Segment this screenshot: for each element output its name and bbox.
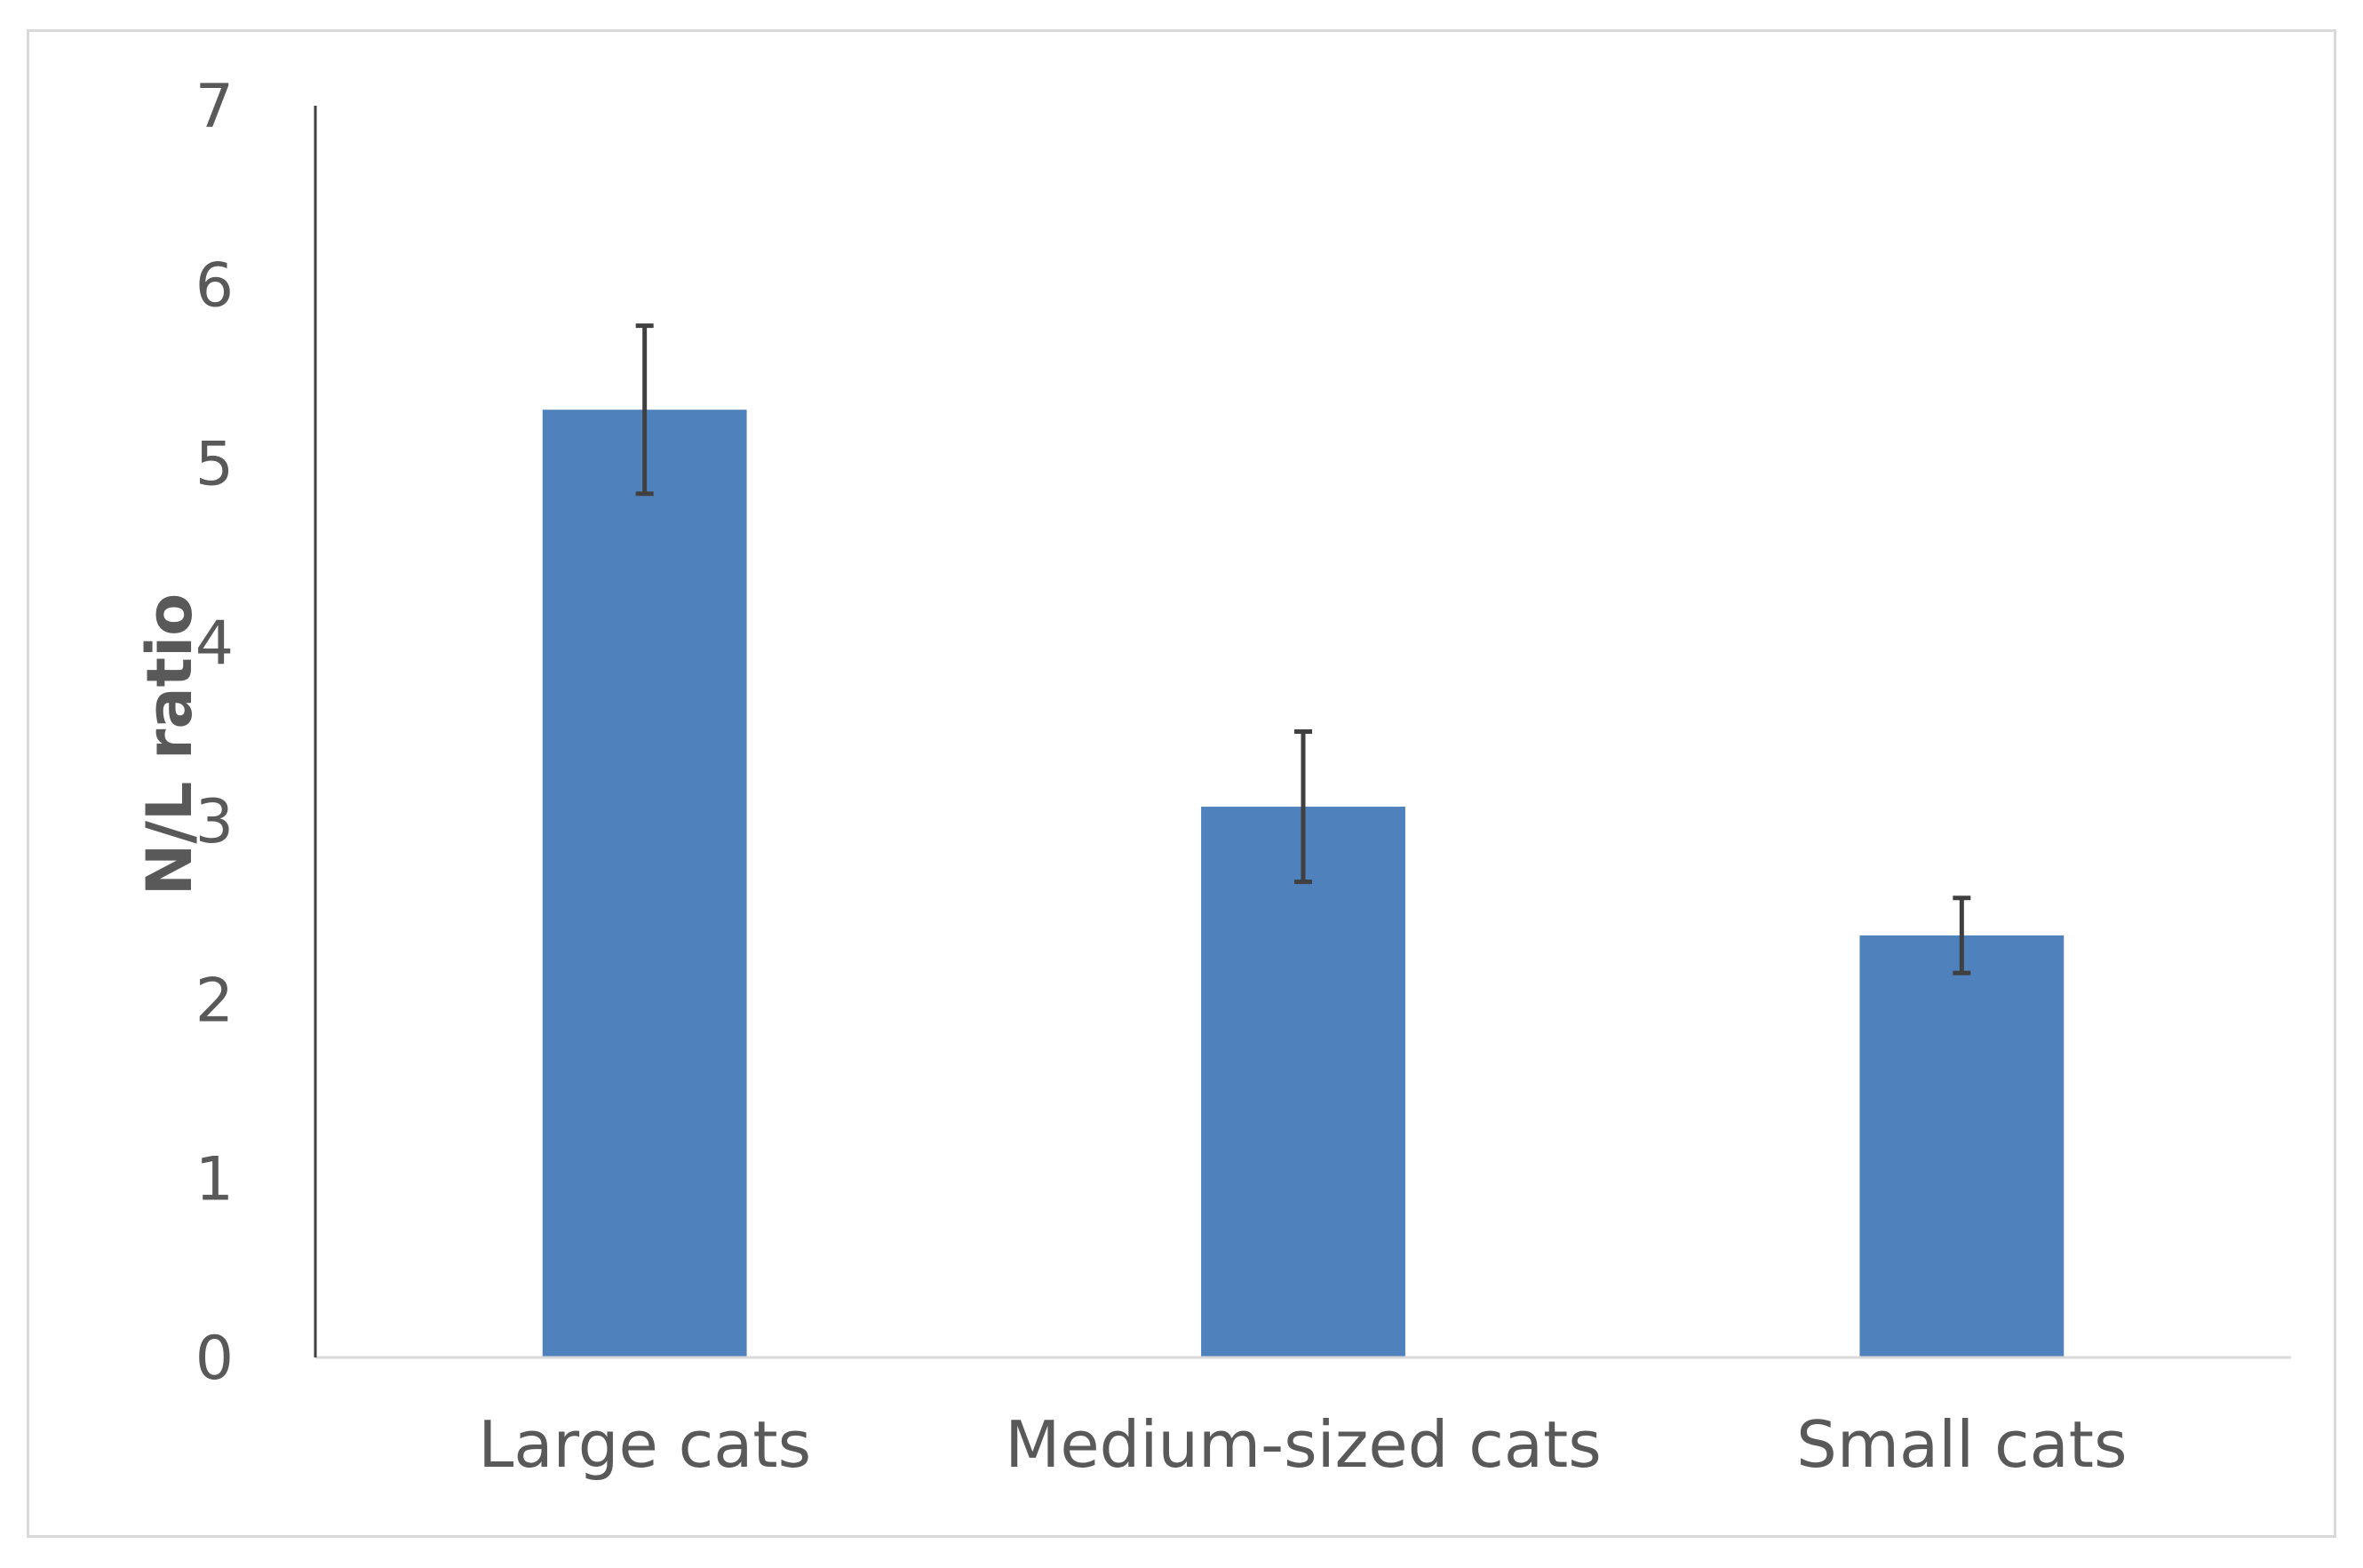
y-tick-label: 0 bbox=[195, 1324, 234, 1394]
bar bbox=[1859, 935, 2065, 1357]
bar bbox=[1201, 807, 1405, 1357]
error-bars bbox=[635, 323, 1971, 975]
y-axis-ticks: 0 1 2 3 4 5 6 7 bbox=[195, 72, 234, 1394]
chart-frame: 0 1 2 3 4 5 6 7 Large cats Medium-sized cats Smal… bbox=[27, 29, 2336, 1538]
y-tick-label: 7 bbox=[195, 72, 234, 142]
x-tick-label: Small cats bbox=[1796, 1407, 2127, 1482]
x-axis-categories: Large cats Medium-sized cats Small cats bbox=[478, 1407, 2127, 1482]
bar bbox=[542, 410, 747, 1358]
bar-chart: 0 1 2 3 4 5 6 7 Large cats Medium-sized cats Smal… bbox=[133, 72, 2291, 1482]
x-tick-label: Large cats bbox=[478, 1407, 811, 1482]
y-tick-label: 2 bbox=[195, 966, 234, 1036]
y-axis-title: N/L ratio bbox=[133, 593, 206, 895]
y-tick-label: 5 bbox=[195, 430, 234, 500]
y-tick-label: 1 bbox=[195, 1145, 234, 1215]
x-tick-label: Medium-sized cats bbox=[1005, 1407, 1602, 1482]
y-tick-label: 4 bbox=[195, 609, 234, 679]
y-tick-label: 3 bbox=[195, 787, 234, 857]
y-tick-label: 6 bbox=[195, 251, 234, 321]
bars bbox=[542, 410, 2065, 1358]
